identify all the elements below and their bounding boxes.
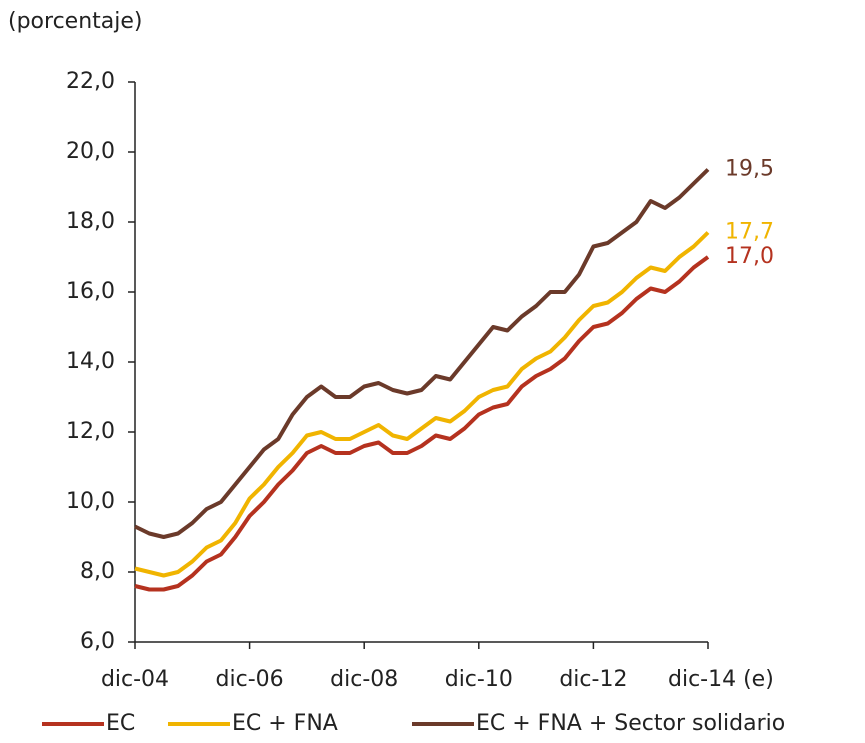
y-axis-label: (porcentaje) (8, 9, 142, 34)
y-tick-label: 18,0 (66, 209, 115, 234)
y-tick-label: 12,0 (66, 419, 115, 444)
x-tick-label: dic-04 (101, 667, 169, 692)
x-tick-label: dic-08 (330, 667, 398, 692)
x-tick-label: dic-06 (216, 667, 284, 692)
x-tick-label: dic-14 (e) (668, 667, 774, 692)
series-line (134, 168, 710, 539)
x-tick-label: dic-10 (445, 667, 513, 692)
x-tick-label: dic-12 (559, 667, 627, 692)
legend-label: EC + FNA + Sector solidario (476, 711, 785, 736)
y-tick-label: 14,0 (66, 349, 115, 374)
y-tick-label: 16,0 (66, 279, 115, 304)
legend-label: EC (106, 711, 135, 736)
series-line (134, 255, 710, 592)
value-label: 19,5 (725, 157, 774, 182)
y-tick-label: 6,0 (80, 629, 115, 654)
value-label: 17,0 (725, 244, 774, 269)
y-tick-label: 20,0 (66, 139, 115, 164)
y-tick-label: 22,0 (66, 69, 115, 94)
series-line (134, 231, 710, 578)
value-label: 17,7 (725, 220, 774, 245)
legend-label: EC + FNA (232, 711, 338, 736)
y-tick-label: 10,0 (66, 489, 115, 514)
y-tick-label: 8,0 (80, 559, 115, 584)
